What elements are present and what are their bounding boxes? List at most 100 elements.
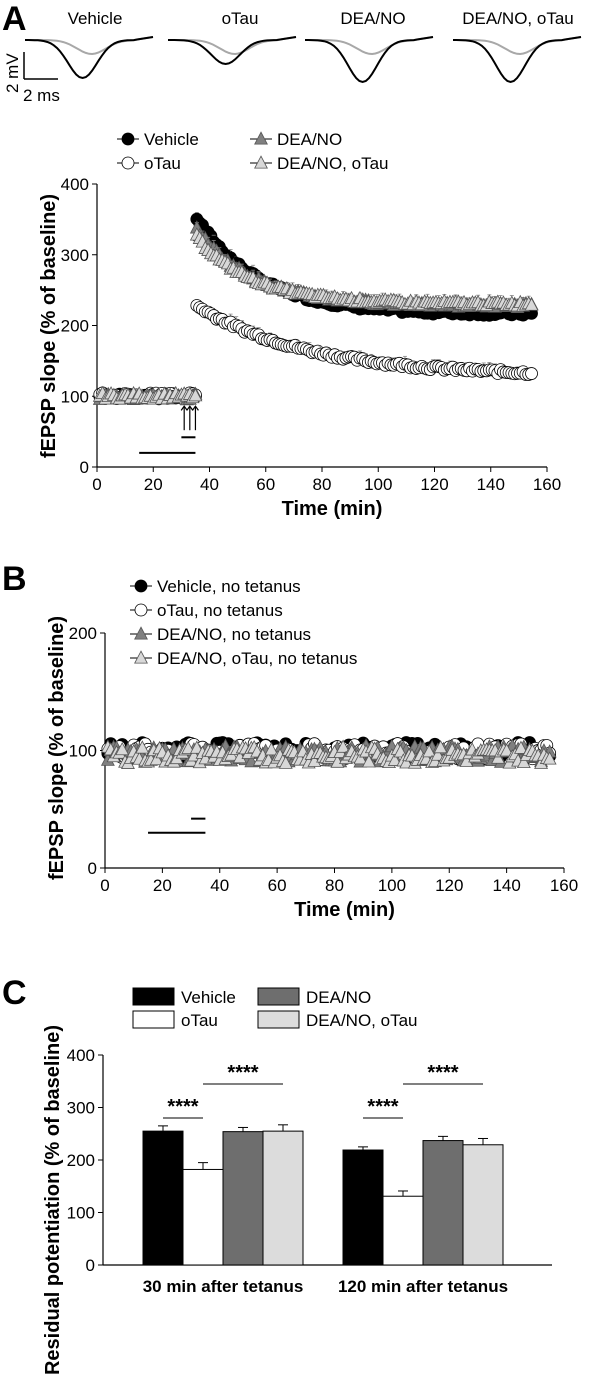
trace-post-tetanus (168, 36, 297, 66)
x-tick-label: 120 (420, 475, 448, 494)
y-tick-label: 300 (61, 246, 89, 265)
data-point (516, 754, 531, 769)
legend-label: oTau, no tetanus (157, 601, 283, 620)
data-point (135, 740, 150, 754)
x-tick-label: 100 (378, 876, 406, 895)
data-point (353, 751, 368, 765)
y-axis-label: Residual potentiation (% of baseline) (42, 1025, 64, 1375)
data-point (189, 740, 204, 754)
category-label: 120 min after tetanus (338, 1277, 508, 1296)
trace-label: oTau (222, 9, 259, 28)
legend-label: Vehicle, no tetanus (157, 577, 301, 596)
trace-label: DEA/NO (340, 9, 405, 28)
legend-marker (134, 579, 148, 593)
legend-swatch (132, 987, 175, 1006)
legend-label: Vehicle (181, 988, 236, 1007)
data-point (525, 367, 538, 380)
data-point (499, 743, 514, 757)
data-point (115, 741, 130, 756)
bar (342, 1149, 384, 1266)
scale-label-ms: 2 ms (23, 86, 60, 105)
y-tick-label: 0 (80, 458, 89, 477)
legend-swatch (132, 1010, 175, 1029)
bar (462, 1144, 504, 1266)
x-tick-label: 0 (100, 876, 109, 895)
data-point (430, 747, 445, 761)
category-label: 30 min after tetanus (143, 1277, 304, 1296)
y-tick-label: 200 (61, 317, 89, 336)
x-tick-label: 60 (256, 475, 275, 494)
bar (142, 1130, 184, 1266)
y-tick-label: 400 (61, 175, 89, 194)
legend-label: DEA/NO (306, 988, 371, 1007)
legend-swatch (257, 987, 300, 1006)
data-point (149, 751, 164, 766)
legend-label: oTau (181, 1011, 218, 1030)
series-layer (100, 736, 557, 769)
scale-label-mv: 2 mV (3, 53, 22, 93)
bar (422, 1140, 464, 1266)
x-tick-label: 60 (268, 876, 287, 895)
legend-label: DEA/NO, oTau, no tetanus (157, 649, 357, 668)
series-dea-no-otau (92, 227, 539, 405)
y-axis-label: fEPSP slope (% of baseline) (38, 194, 60, 458)
significance-label: **** (427, 1062, 458, 1084)
data-point (361, 754, 376, 768)
legend-label: DEA/NO, oTau (277, 154, 389, 173)
y-axis-label: fEPSP slope (% of baseline) (46, 616, 68, 880)
legend-label: DEA/NO (277, 130, 342, 149)
x-tick-label: 0 (92, 475, 101, 494)
x-tick-label: 20 (144, 475, 163, 494)
data-point (514, 740, 528, 754)
legend-marker (121, 156, 135, 170)
legend-marker (134, 650, 148, 664)
panel-label-a: A (2, 0, 27, 38)
legend-marker (134, 626, 148, 640)
bar (222, 1131, 264, 1266)
data-point (336, 739, 351, 753)
x-tick-label: 40 (200, 475, 219, 494)
x-tick-label: 140 (492, 876, 520, 895)
y-tick-label: 200 (69, 624, 97, 643)
y-tick-label: 0 (88, 859, 97, 878)
data-point (422, 744, 437, 758)
x-tick-label: 20 (153, 876, 172, 895)
x-tick-label: 160 (533, 475, 561, 494)
x-axis-label: Time (min) (282, 498, 383, 520)
significance-label: **** (227, 1062, 258, 1084)
y-tick-label: 0 (86, 1256, 95, 1275)
data-point (181, 740, 196, 755)
legend-marker (121, 132, 135, 146)
data-point (188, 388, 203, 402)
legend-marker (134, 603, 148, 617)
y-tick-label: 300 (67, 1099, 95, 1118)
significance-label: **** (167, 1096, 198, 1118)
tetanus-arrow-head (186, 405, 194, 411)
legend-label: DEA/NO, no tetanus (157, 625, 311, 644)
data-point (433, 739, 448, 754)
panel-label-c: C (2, 974, 27, 1012)
legend-swatch (257, 1010, 300, 1029)
panel-label-b: B (2, 560, 27, 598)
x-tick-label: 120 (435, 876, 463, 895)
legend-marker (254, 155, 268, 169)
y-tick-label: 100 (67, 1204, 95, 1223)
data-point (542, 751, 557, 765)
y-tick-label: 200 (67, 1151, 95, 1170)
legend-label: Vehicle (144, 130, 199, 149)
series-layer (92, 212, 539, 406)
bar (382, 1195, 424, 1266)
trace-post-tetanus (25, 36, 154, 80)
bar (262, 1130, 304, 1266)
x-tick-label: 100 (364, 475, 392, 494)
series-dea-no-otau-no-tetanus (100, 739, 557, 769)
x-tick-label: 80 (313, 475, 332, 494)
tetanus-arrow-head (180, 405, 188, 411)
tetanus-arrow-head (191, 405, 199, 411)
x-axis-label: Time (min) (294, 899, 395, 921)
y-tick-label: 100 (69, 742, 97, 761)
trace-label: Vehicle (68, 9, 123, 28)
data-point (399, 755, 414, 769)
y-tick-label: 400 (67, 1046, 95, 1065)
